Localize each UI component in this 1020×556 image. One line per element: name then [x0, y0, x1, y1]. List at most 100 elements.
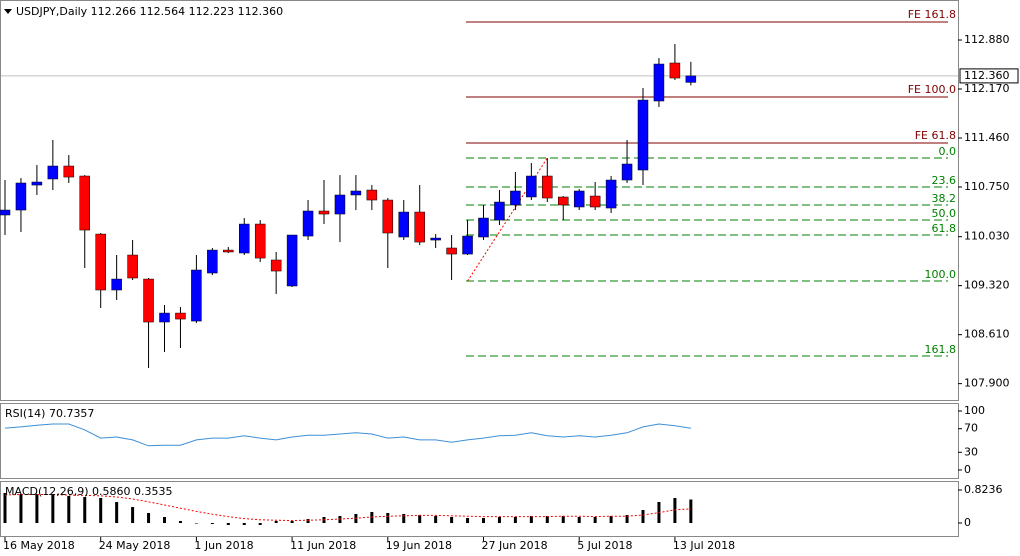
y-tick-label: 30 — [964, 445, 978, 458]
y-tick-label: 107.900 — [964, 377, 1010, 390]
y-tick-label: 108.610 — [964, 328, 1010, 341]
macd-bar — [577, 516, 581, 524]
candle-body — [175, 312, 186, 320]
y-tick-label: 0 — [964, 463, 971, 476]
x-tick-label: 11 Jun 2018 — [290, 539, 356, 552]
candle-body — [510, 190, 521, 206]
macd-bar — [625, 514, 629, 524]
candle-body — [414, 211, 425, 243]
macd-bar — [67, 495, 71, 524]
macd-bar — [609, 515, 613, 524]
x-tick-label: 27 Jun 2018 — [482, 539, 548, 552]
macd-title: MACD(12,26,9) 0.5860 0.3535 — [5, 485, 173, 498]
candle-body — [111, 278, 122, 291]
candle-body — [605, 179, 617, 209]
macd-bar — [402, 513, 406, 524]
candle-body — [63, 165, 75, 178]
macd-bar — [19, 493, 23, 524]
macd-bar — [178, 521, 182, 524]
candle-body — [223, 249, 234, 253]
fib-retracement-label: 161.8 — [925, 343, 957, 356]
x-tick-label: 13 Jul 2018 — [673, 539, 735, 552]
macd-bar — [99, 497, 103, 524]
macd-bar — [482, 518, 485, 524]
candle-body — [558, 196, 569, 206]
candle-body — [478, 217, 489, 238]
candle-body — [542, 175, 553, 199]
candle-body — [494, 201, 505, 221]
candle-body — [350, 190, 362, 196]
menu-arrow[interactable] — [4, 9, 12, 14]
candle-body — [270, 259, 282, 272]
fib-retracement-label: 23.6 — [932, 174, 957, 187]
macd-signal-line — [4, 494, 691, 522]
fib-retracement-label: 61.8 — [932, 222, 957, 235]
macd-bar — [35, 493, 39, 524]
y-tick-label: 112.880 — [964, 33, 1010, 46]
candle-body — [573, 190, 585, 208]
y-tick-label: 112.170 — [964, 82, 1010, 95]
candle-body — [589, 195, 601, 208]
macd-bar — [163, 516, 166, 524]
candle-body — [637, 99, 649, 171]
macd-bar — [115, 502, 119, 524]
y-tick-label: 110.750 — [964, 180, 1010, 193]
candle-body — [15, 182, 27, 211]
candle-body — [286, 234, 298, 287]
y-tick-label: 0 — [964, 516, 971, 529]
macd-bar — [131, 507, 135, 524]
macd-bar — [466, 518, 470, 524]
y-tick-label: 0.8236 — [964, 483, 1003, 496]
candle-body — [302, 210, 314, 237]
macd-bar — [274, 521, 278, 524]
macd-bar — [290, 521, 294, 524]
macd-bar — [386, 512, 390, 524]
macd-bar — [51, 494, 55, 524]
candle-body — [254, 223, 266, 259]
rsi-line — [4, 423, 691, 447]
macd-bar — [561, 515, 565, 524]
macd-bar — [641, 510, 645, 524]
candle-body — [207, 249, 218, 274]
candle-body — [685, 75, 697, 83]
fib-retracement-label: 38.2 — [932, 192, 957, 205]
macd-bar — [370, 511, 374, 524]
candle-body — [239, 223, 250, 254]
macd-bar — [258, 523, 262, 526]
macd-bar — [529, 515, 533, 524]
macd-bar — [306, 519, 310, 524]
candle-body — [79, 175, 90, 231]
macd-bar — [513, 516, 517, 524]
x-tick-label: 5 Jul 2018 — [577, 539, 632, 552]
macd-bar — [593, 516, 597, 524]
y-tick-label: 70 — [964, 422, 978, 435]
candle-body — [47, 165, 59, 180]
macd-bar — [497, 516, 501, 524]
macd-bar — [242, 523, 246, 526]
macd-bar — [194, 523, 198, 524]
x-tick-label: 1 Jun 2018 — [194, 539, 253, 552]
macd-bar — [3, 492, 7, 524]
macd-bar — [83, 496, 87, 524]
price-panel — [0, 0, 959, 401]
x-tick-label: 19 Jun 2018 — [386, 539, 452, 552]
candle-body — [159, 312, 170, 323]
candle-body — [318, 210, 330, 215]
candle-body — [526, 175, 537, 198]
fib-expansion-label: FE 161.8 — [908, 8, 956, 21]
candle-body — [143, 278, 154, 323]
rsi-panel — [0, 403, 959, 479]
fib-retracement-label: 50.0 — [932, 207, 957, 220]
fib-trendline — [467, 157, 548, 282]
candle-body — [127, 254, 138, 279]
macd-bar — [147, 512, 151, 524]
macd-bar — [673, 497, 677, 524]
candle-body — [382, 199, 394, 234]
candle-body — [621, 163, 633, 181]
candle-body — [191, 269, 202, 322]
y-tick-label: 100 — [964, 404, 985, 417]
candle-body — [95, 233, 106, 291]
candle-body — [446, 247, 457, 255]
macd-panel — [0, 481, 959, 537]
candle-body — [0, 209, 11, 216]
